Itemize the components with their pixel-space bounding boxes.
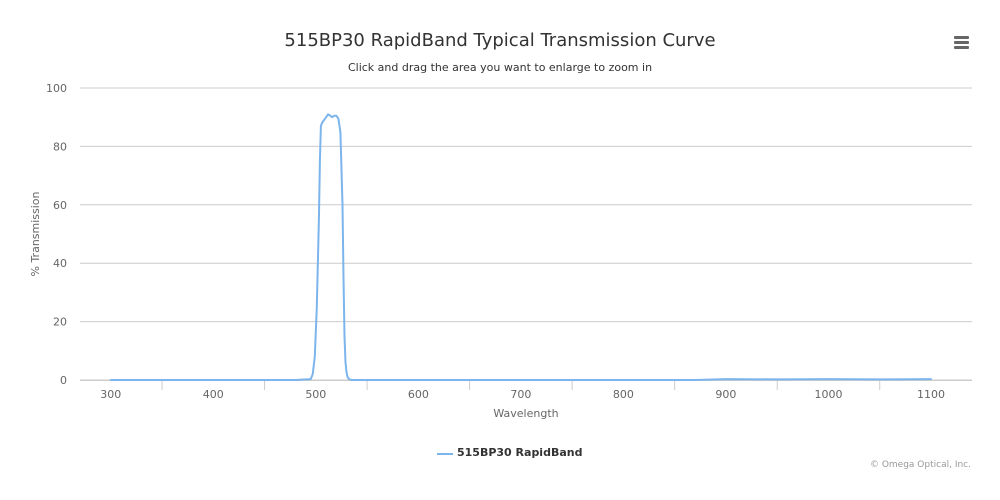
legend-label: 515BP30 RapidBand	[457, 446, 583, 459]
x-tick-label: 600	[408, 388, 429, 401]
chart-subtitle: Click and drag the area you want to enla…	[347, 61, 653, 74]
grid-lines	[80, 87, 972, 381]
x-tick-label: 300	[100, 388, 121, 401]
x-tick-label: 1100	[917, 388, 945, 401]
series-line[interactable]	[109, 113, 932, 381]
menu-bar	[954, 46, 969, 49]
menu-bar	[954, 36, 969, 39]
y-tick-label: 100	[46, 82, 67, 95]
y-tick-label: 0	[60, 374, 67, 387]
hamburger-menu-icon[interactable]	[950, 36, 974, 52]
y-tick-label: 80	[53, 140, 67, 153]
x-tick-label: 1000	[814, 388, 842, 401]
credits-text: © Omega Optical, Inc.	[869, 460, 971, 470]
x-tick-label: 800	[613, 388, 634, 401]
x-tick-label: 500	[305, 388, 326, 401]
menu-bar	[954, 41, 969, 44]
chart-title: 515BP30 RapidBand Typical Transmission C…	[284, 30, 716, 51]
series-layer	[109, 113, 932, 381]
x-tick-label: 400	[203, 388, 224, 401]
x-tick-label: 900	[715, 388, 736, 401]
y-tick-label: 60	[53, 199, 67, 212]
x-axis-label: Wavelength	[493, 407, 558, 420]
y-tick-label: 40	[53, 257, 67, 270]
x-tick-label: 700	[510, 388, 531, 401]
axes: 0 20 40 60 80 100 300 400 500 600 700 800 900 1000 110…	[46, 82, 972, 401]
legend-line-marker	[437, 453, 453, 455]
y-axis-label: % Transmission	[29, 191, 42, 276]
y-tick-label: 20	[53, 316, 67, 329]
